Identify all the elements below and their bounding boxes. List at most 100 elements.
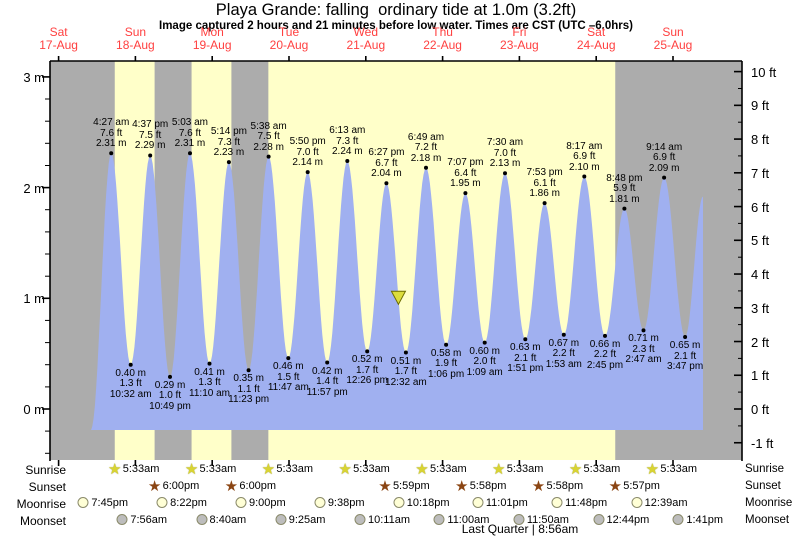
- moonset-time-label: 7:56am: [130, 514, 168, 526]
- day-label: Fri 23-Aug: [500, 25, 539, 52]
- tide-extreme-dot: [503, 171, 507, 176]
- moonrise-circle-icon: [472, 496, 484, 512]
- high-tide-label: 6:13 am 7.3 ft 2.24 m: [329, 125, 366, 158]
- moonrise-circle-icon: [314, 496, 326, 512]
- moonrise-row-label-left: Moonrise: [16, 497, 66, 511]
- low-tide-label: 0.71 m 2.3 ft 2:47 am: [625, 333, 662, 366]
- tide-extreme-dot: [305, 170, 310, 175]
- tide-extreme-dot: [128, 362, 133, 367]
- high-tide-label: 4:37 pm 7.5 ft 2.29 m: [132, 119, 169, 152]
- moonrise-time-label: 11:01pm: [485, 497, 528, 509]
- day-label: Sat 24-Aug: [576, 25, 616, 52]
- sunset-star-icon: ★: [531, 478, 546, 495]
- sunrise-star-icon: ★: [338, 461, 352, 478]
- y-axis-left-tick-label: 3 m: [23, 69, 45, 85]
- sunrise-time-label: 5:33am: [199, 463, 237, 475]
- moonset-time-label: 9:25am: [288, 514, 326, 526]
- sunrise-time-label: 5:33am: [122, 463, 160, 475]
- sunset-star-icon: ★: [224, 478, 239, 495]
- high-tide-label: 5:38 am 7.5 ft 2.28 m: [250, 120, 287, 153]
- day-label: Mon 19-Aug: [192, 25, 232, 52]
- moonrise-time-label: 9:38pm: [327, 497, 365, 509]
- day-label: Tue 20-Aug: [269, 25, 309, 52]
- sunset-time-label: 5:59pm: [392, 480, 430, 492]
- sunset-star-icon: ★: [454, 478, 469, 495]
- moonset-circle-icon: [672, 513, 684, 529]
- moonset-time-label: 1:41pm: [686, 514, 724, 526]
- tide-extreme-dot: [482, 340, 487, 345]
- tide-extreme-dot: [463, 191, 468, 196]
- high-tide-label: 5:14 pm 7.3 ft 2.23 m: [210, 126, 248, 159]
- moonset-circle-icon: [433, 513, 445, 529]
- sunrise-star-icon: ★: [492, 461, 506, 478]
- moonrise-time-label: 9:00pm: [249, 497, 286, 509]
- moonrise-circle-icon: [631, 496, 643, 512]
- tide-extreme-dot: [246, 368, 251, 373]
- sunrise-row-label-left: Sunrise: [25, 463, 66, 477]
- low-tide-label: 0.65 m 2.1 ft 3:47 pm: [667, 340, 704, 373]
- sunset-time-label: 6:00pm: [162, 480, 200, 492]
- tide-extreme-dot: [662, 175, 667, 180]
- high-tide-label: 8:17 am 6.9 ft 2.10 m: [566, 140, 603, 173]
- day-label: Sun 18-Aug: [116, 25, 155, 52]
- moonrise-time-label: 7:45pm: [91, 497, 129, 509]
- tide-extreme-dot: [683, 335, 688, 339]
- low-tide-label: 0.42 m 1.4 ft 11:57 pm: [306, 365, 348, 398]
- high-tide-label: 5:03 am 7.6 ft 2.31 m: [171, 117, 209, 150]
- sunset-time-label: 5:58pm: [469, 480, 507, 492]
- sunset-star-icon: ★: [608, 478, 622, 495]
- high-tide-label: 8:48 pm 5.9 ft 1.81 m: [606, 172, 643, 205]
- y-axis-right-tick-label: 1 ft: [751, 368, 770, 384]
- tide-extreme-dot: [109, 151, 114, 156]
- low-tide-label: 0.58 m 1.9 ft 1:06 pm: [428, 347, 465, 380]
- low-tide-label: 0.60 m 2.0 ft 1:09 am: [466, 345, 503, 378]
- sunrise-time-label: 5:33am: [660, 463, 698, 475]
- y-axis-right-tick-label: 9 ft: [751, 98, 770, 114]
- y-axis-right-tick-label: 7 ft: [751, 165, 770, 181]
- day-label: Sun 25-Aug: [653, 25, 693, 52]
- tide-extreme-dot: [345, 159, 350, 163]
- y-axis-right-tick-label: 10 ft: [751, 64, 777, 80]
- moonset-circle-icon: [593, 513, 605, 529]
- high-tide-label: 9:14 am 6.9 ft 2.09 m: [646, 141, 683, 174]
- sunrise-time-label: 5:33am: [583, 463, 621, 475]
- moonset-circle-icon: [116, 513, 128, 529]
- moonset-circle-icon: [196, 513, 208, 529]
- y-axis-right-tick-label: 2 ft: [751, 334, 770, 350]
- low-tide-label: 0.41 m 1.3 ft 11:10 am: [189, 366, 231, 399]
- y-axis-right-tick-label: 6 ft: [751, 199, 770, 215]
- y-axis-right-tick-label: 4 ft: [751, 267, 770, 283]
- tide-extreme-dot: [582, 174, 587, 179]
- moonset-time-label: 11:50am: [526, 514, 569, 526]
- tide-extreme-dot: [286, 356, 291, 361]
- low-tide-label: 0.40 m 1.3 ft 10:32 am: [109, 367, 152, 400]
- moonrise-time-label: 10:18pm: [406, 497, 450, 509]
- tide-extreme-dot: [542, 201, 547, 206]
- high-tide-label: 6:49 am 7.2 ft 2.18 m: [407, 131, 445, 164]
- low-tide-label: 0.35 m 1.1 ft 11:23 pm: [228, 373, 270, 406]
- sunrise-star-icon: ★: [415, 461, 429, 478]
- tide-extreme-dot: [148, 153, 153, 158]
- moonset-row-label-left: Moonset: [19, 514, 66, 528]
- tide-extreme-dot: [384, 181, 389, 186]
- day-label: Wed 21-Aug: [346, 25, 386, 52]
- sunset-time-label: 6:00pm: [239, 480, 277, 492]
- y-axis-right-tick-label: 5 ft: [751, 233, 770, 249]
- y-axis-right-tick-label: 3 ft: [751, 300, 770, 316]
- y-axis-left-tick-label: 2 m: [23, 180, 45, 196]
- moonset-circle-icon: [513, 513, 525, 529]
- moonrise-circle-icon: [235, 496, 247, 512]
- moonset-time-label: 12:44pm: [606, 514, 650, 526]
- low-tide-label: 0.67 m 2.2 ft 1:53 am: [545, 337, 582, 370]
- sunrise-star-icon: ★: [184, 461, 199, 478]
- sunrise-time-label: 5:33am: [276, 463, 314, 475]
- sunset-star-icon: ★: [147, 478, 162, 495]
- tide-extreme-dot: [641, 328, 646, 333]
- high-tide-label: 5:50 pm 7.0 ft 2.14 m: [289, 136, 326, 169]
- sunrise-time-label: 5:33am: [506, 463, 544, 475]
- low-tide-label: 0.46 m 1.5 ft 11:47 am: [267, 361, 309, 394]
- chart-title: Playa Grande: falling ordinary tide at 1…: [215, 1, 577, 19]
- chart-subtitle: Image captured 2 hours and 21 minutes be…: [159, 20, 633, 32]
- low-tide-label: 0.29 m 1.0 ft 10:49 pm: [149, 379, 191, 412]
